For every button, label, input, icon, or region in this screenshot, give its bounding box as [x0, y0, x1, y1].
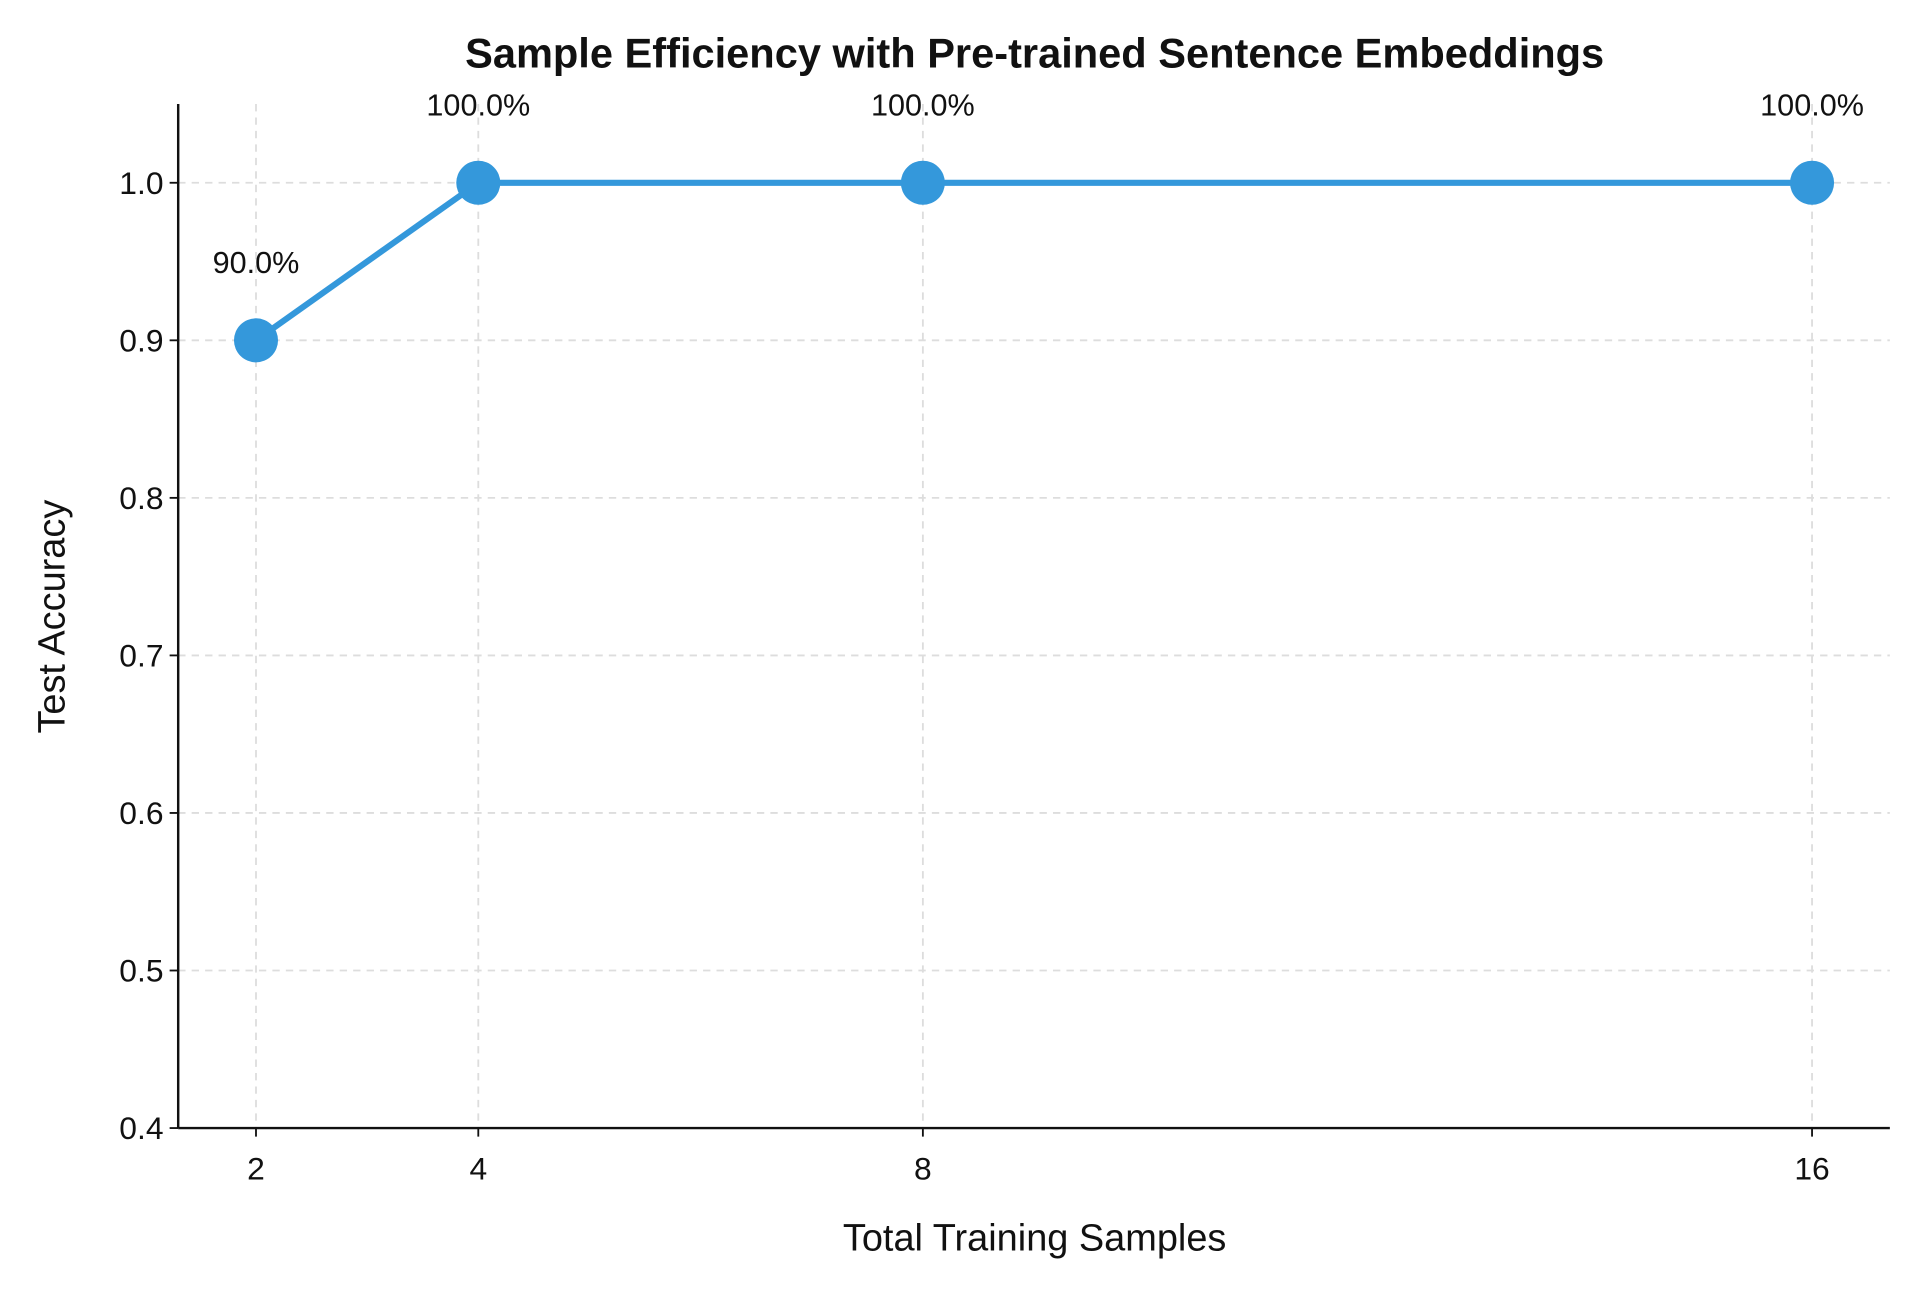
data-point	[233, 318, 279, 363]
data-label: 100.0%	[1760, 88, 1864, 122]
x-tick-label: 16	[1794, 1150, 1829, 1186]
data-label: 100.0%	[871, 88, 975, 122]
y-axis-label: Test Accuracy	[31, 500, 73, 734]
data-label: 90.0%	[213, 246, 300, 280]
chart-title: Sample Efficiency with Pre-trained Sente…	[465, 29, 1604, 76]
ticks: 0.4 0.5 0.6 0.7 0.8 0.9 1.0 2 4 8 16	[119, 165, 1829, 1187]
y-tick-label: 1.0	[119, 165, 163, 201]
y-tick-label: 0.5	[119, 953, 163, 989]
series: 90.0% 100.0% 100.0% 100.0%	[213, 88, 1864, 363]
y-tick-label: 0.7	[119, 637, 163, 673]
data-point	[1790, 160, 1835, 205]
y-tick-label: 0.4	[119, 1110, 163, 1146]
grid	[178, 103, 1890, 1129]
y-tick-label: 0.9	[119, 322, 163, 358]
data-point	[900, 160, 945, 205]
data-point	[456, 160, 501, 205]
axes	[176, 103, 1890, 1130]
y-tick-label: 0.8	[119, 480, 163, 516]
series-line	[254, 179, 1813, 343]
data-label: 100.0%	[426, 88, 530, 122]
y-tick-label: 0.6	[119, 795, 163, 831]
x-tick-label: 8	[914, 1150, 932, 1186]
x-tick-label: 2	[247, 1150, 265, 1186]
x-axis-label: Total Training Samples	[843, 1217, 1226, 1259]
x-tick-label: 4	[469, 1150, 487, 1186]
